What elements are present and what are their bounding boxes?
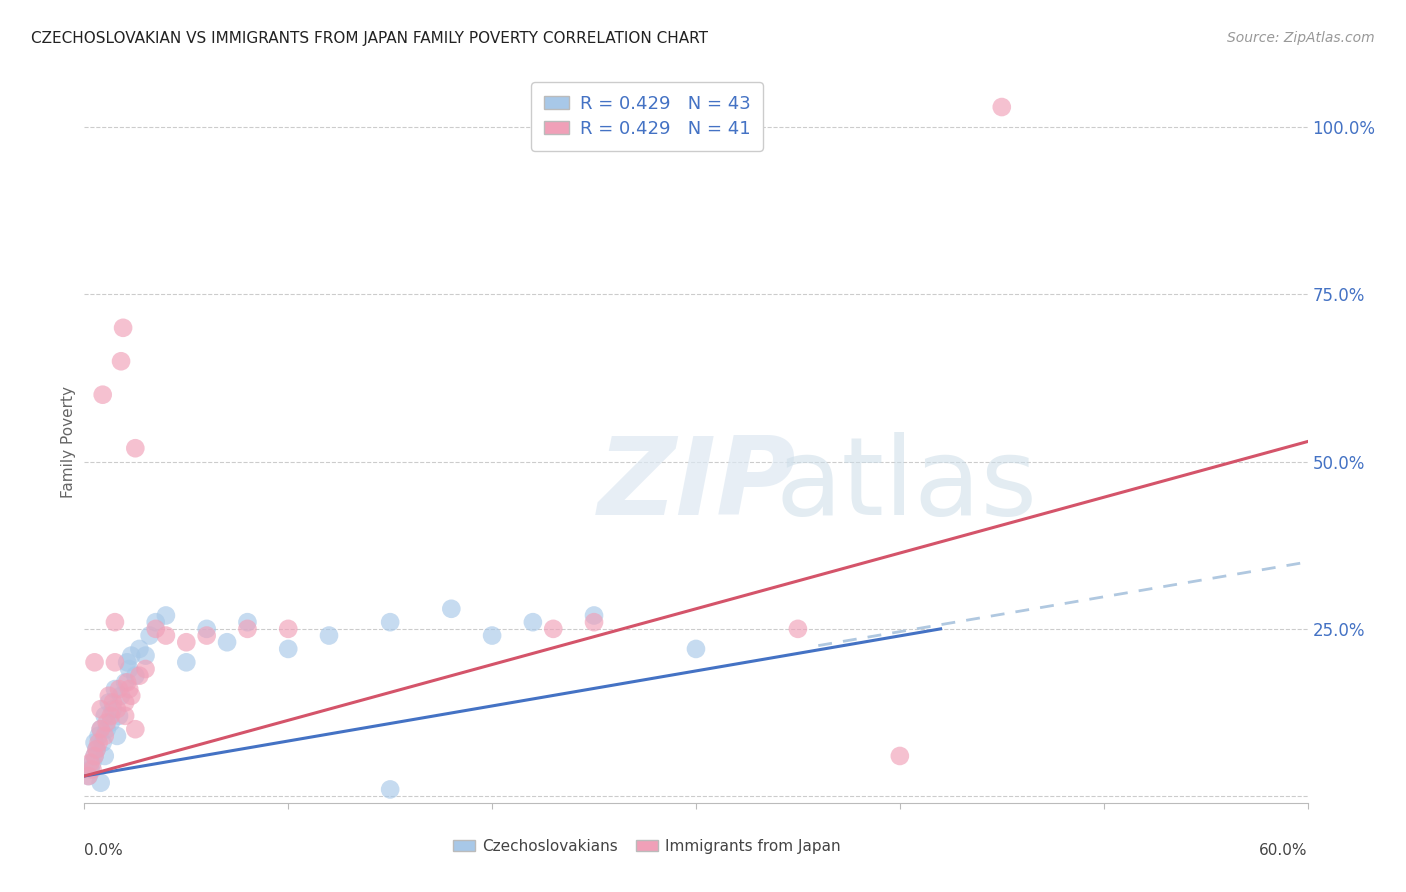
Point (195, 628, 218, 642)
Point (481, 628, 503, 642)
Point (138, 628, 160, 642)
Point (118, 662, 141, 676)
Point (120, 689, 142, 703)
Point (90, 723, 112, 737)
Point (380, 782, 402, 797)
Point (87, 729, 110, 743)
Point (991, 100, 1014, 114)
Point (91, 387, 114, 401)
Point (118, 681, 141, 696)
Point (787, 622, 810, 636)
Point (145, 615, 167, 630)
Point (380, 615, 402, 630)
Text: atlas: atlas (776, 432, 1038, 538)
Point (97, 689, 120, 703)
Point (128, 642, 150, 657)
Point (100, 715, 122, 730)
Point (195, 622, 218, 636)
Point (108, 681, 131, 696)
Point (543, 622, 565, 636)
Point (440, 602, 463, 616)
Point (174, 635, 197, 649)
Point (112, 321, 135, 335)
Point (83, 749, 105, 764)
Point (104, 615, 127, 630)
Point (90, 723, 112, 737)
Point (86, 742, 108, 756)
Point (217, 635, 239, 649)
Point (114, 708, 136, 723)
Point (128, 669, 150, 683)
Point (889, 749, 911, 764)
Point (155, 608, 177, 623)
Point (90, 776, 112, 790)
Point (114, 696, 136, 710)
Point (174, 655, 197, 669)
Point (104, 655, 127, 669)
Point (90, 702, 112, 716)
Point (155, 628, 177, 642)
Point (93, 708, 115, 723)
Point (108, 708, 131, 723)
Point (101, 696, 124, 710)
Point (124, 723, 146, 737)
Point (522, 615, 544, 630)
Point (82, 756, 104, 770)
Point (114, 675, 136, 690)
Point (93, 749, 115, 764)
Point (110, 354, 132, 368)
Point (583, 608, 606, 623)
Legend: Czechoslovakians, Immigrants from Japan: Czechoslovakians, Immigrants from Japan (447, 833, 846, 860)
Point (82, 762, 104, 776)
Point (86, 742, 108, 756)
Point (105, 729, 128, 743)
Point (124, 669, 146, 683)
Point (236, 622, 259, 636)
Point (120, 648, 142, 663)
Point (115, 675, 138, 690)
Point (318, 628, 340, 642)
Point (100, 708, 122, 723)
Point (115, 655, 138, 669)
Point (79, 762, 101, 776)
Point (104, 681, 127, 696)
Point (79, 756, 101, 770)
Point (124, 442, 146, 455)
Point (236, 615, 259, 630)
Text: 60.0%: 60.0% (1260, 843, 1308, 857)
Point (135, 662, 157, 676)
Point (135, 648, 157, 663)
Point (583, 615, 606, 630)
Point (93, 729, 115, 743)
Point (83, 655, 105, 669)
Y-axis label: Family Poverty: Family Poverty (60, 385, 76, 498)
Point (96, 715, 118, 730)
Point (97, 696, 120, 710)
Point (87, 735, 110, 749)
Point (77, 769, 100, 783)
Point (77, 769, 100, 783)
Point (277, 642, 299, 657)
Point (145, 622, 167, 636)
Text: 0.0%: 0.0% (84, 843, 124, 857)
Point (277, 622, 299, 636)
Point (685, 642, 707, 657)
Point (91, 735, 114, 749)
Text: CZECHOSLOVAKIAN VS IMMIGRANTS FROM JAPAN FAMILY POVERTY CORRELATION CHART: CZECHOSLOVAKIAN VS IMMIGRANTS FROM JAPAN… (31, 31, 709, 46)
Point (101, 702, 124, 716)
Point (110, 689, 132, 703)
Point (96, 723, 118, 737)
Text: Source: ZipAtlas.com: Source: ZipAtlas.com (1227, 31, 1375, 45)
Point (83, 749, 105, 764)
Text: ZIP: ZIP (598, 432, 796, 538)
Point (83, 735, 105, 749)
Point (105, 702, 128, 716)
